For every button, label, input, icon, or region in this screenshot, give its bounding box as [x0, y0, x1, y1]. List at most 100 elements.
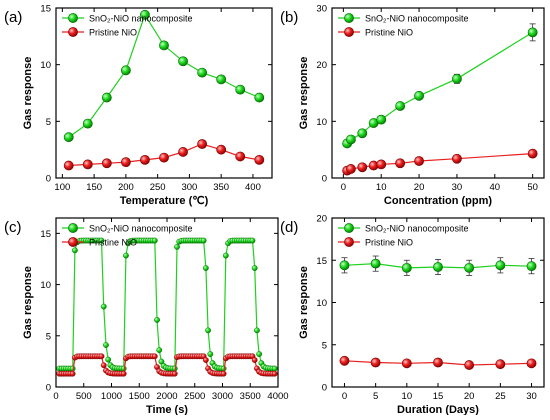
data-point: [156, 347, 163, 353]
y-tick-label: 0: [46, 383, 51, 394]
data-point: [414, 156, 424, 166]
data-point: [174, 244, 180, 250]
y-axis-label: Gas response: [22, 266, 34, 339]
data-point: [100, 303, 107, 310]
y-tick-label: 15: [40, 4, 51, 15]
data-point: [105, 356, 112, 363]
panel-c: 0 500 1000 1500 2000 2500 3000 3500 4000 0 5 10 15 Ti…: [4, 217, 289, 416]
y-tick-label: 10: [40, 60, 51, 71]
data-point: [197, 67, 208, 78]
x-tick-label: 250: [150, 182, 166, 193]
x-tick-label: 400: [245, 182, 261, 193]
data-point: [395, 158, 406, 169]
panel-b: 0 10 20 30 40 50 0 10 20 30 Concentration (ppm) Gas…: [280, 4, 545, 207]
y-tick-label: 0: [46, 174, 51, 185]
data-point: [527, 148, 538, 159]
data-point: [433, 357, 443, 368]
legend-marker: [344, 13, 354, 23]
data-point: [120, 370, 127, 377]
data-point: [339, 260, 350, 271]
data-point: [370, 357, 381, 368]
x-tick-label: 30: [526, 391, 537, 402]
series-sno2-nio: [339, 255, 537, 276]
panel-d: 0 5 10 15 20 25 30 0 5 10 15 20 Duration (Days) Gas r…: [280, 214, 545, 416]
legend-entry: SnO₂-NiO nanocomposite: [338, 223, 469, 234]
data-point: [222, 252, 229, 259]
data-point: [159, 40, 169, 51]
data-point: [178, 147, 188, 157]
legend-entry: SnO₂-NiO nanocomposite: [62, 13, 193, 24]
data-point: [452, 73, 462, 84]
data-point: [63, 160, 74, 171]
legend-entry: Pristine NiO: [62, 27, 137, 38]
data-point: [159, 152, 169, 163]
x-tick-label: 0: [342, 391, 347, 402]
y-tick-label: 10: [316, 117, 327, 128]
data-point: [346, 134, 356, 145]
y-tick-label: 15: [316, 256, 327, 267]
legend-entry: SnO₂-NiO nanocomposite: [338, 13, 469, 24]
data-point: [249, 237, 256, 244]
panel-label: (a): [4, 9, 22, 26]
data-point: [464, 262, 475, 273]
panel-label: (c): [4, 219, 22, 236]
x-axis-label: Duration (Days): [397, 404, 479, 415]
y-tick-label: 5: [322, 340, 327, 351]
x-tick-label: 10: [402, 391, 413, 402]
data-point: [254, 154, 265, 165]
data-point: [526, 261, 537, 272]
data-point: [376, 159, 387, 170]
series-line: [59, 239, 275, 370]
data-point: [98, 353, 105, 360]
legend-marker: [68, 223, 78, 233]
series-pristine-nio: [339, 355, 537, 370]
data-point: [357, 162, 368, 173]
data-point: [71, 247, 78, 254]
panel-a: 100 150 200 250 300 350 400 0 5 10 15 Temperature (…: [4, 4, 273, 207]
y-tick-label: 5: [46, 331, 51, 342]
legend-marker: [68, 27, 78, 37]
x-tick-label: 3000: [212, 391, 233, 402]
legend-marker: [68, 237, 78, 247]
series-pristine-nio: [342, 148, 538, 176]
legend-marker: [344, 27, 354, 37]
y-tick-label: 10: [40, 280, 51, 291]
legend-entry: Pristine NiO: [62, 237, 137, 248]
panel-label: (b): [280, 9, 298, 26]
legend-marker: [68, 13, 78, 23]
data-point: [140, 154, 150, 165]
plot-frame: [331, 7, 545, 179]
series-sno2-nio: [56, 237, 278, 372]
plot-frame: [55, 7, 273, 179]
data-point: [216, 144, 227, 155]
panel-label: (d): [280, 219, 298, 236]
x-tick-label: 200: [118, 182, 134, 193]
data-point: [103, 342, 109, 348]
x-tick-label: 350: [213, 182, 229, 193]
y-axis-label: Gas response: [22, 57, 34, 130]
x-tick-label: 300: [181, 182, 197, 193]
x-tick-label: 2500: [184, 391, 205, 402]
legend-entry: Pristine NiO: [338, 237, 413, 248]
data-point: [235, 151, 246, 162]
data-point: [495, 359, 506, 370]
data-point: [251, 265, 258, 271]
y-tick-label: 20: [316, 214, 327, 225]
data-point: [63, 132, 74, 143]
data-point: [171, 370, 178, 377]
data-point: [401, 262, 412, 273]
series-sno2-nio: [342, 23, 538, 149]
x-tick-label: 0: [341, 182, 346, 193]
data-point: [120, 157, 131, 168]
data-point: [216, 74, 227, 85]
data-point: [220, 370, 227, 377]
y-tick-label: 20: [316, 60, 327, 71]
data-point: [100, 362, 107, 369]
data-point: [395, 101, 406, 111]
x-axis-label: Temperature (℃): [120, 195, 209, 207]
data-point: [98, 237, 105, 244]
data-point: [101, 92, 112, 103]
legend-label: SnO₂-NiO nanocomposite: [89, 14, 193, 24]
x-axis-label: Time (s): [146, 404, 188, 415]
